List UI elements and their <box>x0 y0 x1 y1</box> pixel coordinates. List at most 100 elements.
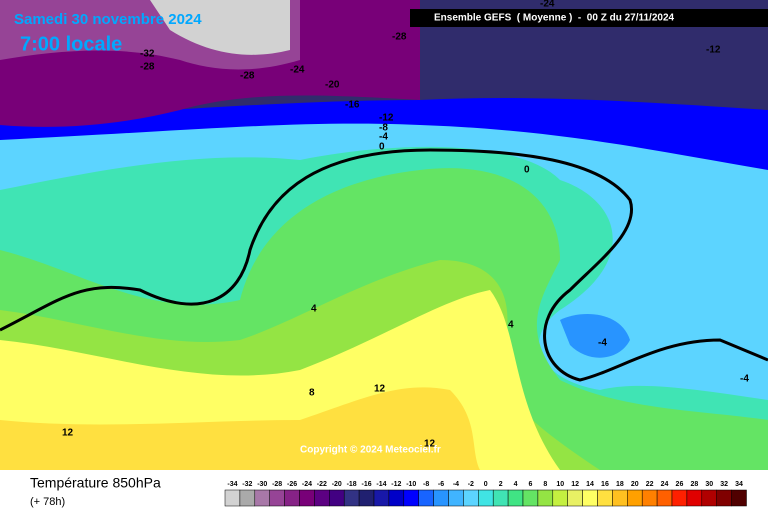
legend-swatch <box>716 489 732 507</box>
legend-swatch <box>552 489 568 507</box>
legend-swatch <box>329 489 345 507</box>
legend-label: -32 <box>242 481 252 488</box>
legend-label: 26 <box>676 481 684 488</box>
contour-label: 12 <box>374 384 386 395</box>
legend-label: 14 <box>586 481 594 488</box>
legend-label: 4 <box>514 481 518 488</box>
footer-title: Température 850hPa <box>30 475 161 491</box>
contour-label: 8 <box>309 388 315 399</box>
legend-label: -26 <box>287 481 297 488</box>
contour-label: -24 <box>540 0 555 10</box>
contour-label: -24 <box>290 65 305 76</box>
legend-label: -20 <box>332 481 342 488</box>
legend-label: 0 <box>484 481 488 488</box>
legend-swatch <box>343 489 360 507</box>
legend-swatch <box>269 489 285 507</box>
contour-label: -4 <box>379 132 388 143</box>
legend-label: 12 <box>571 481 579 488</box>
legend-label: -30 <box>257 481 267 488</box>
legend-swatch <box>433 489 449 507</box>
contour-label: -28 <box>140 62 155 73</box>
legend-label: -8 <box>423 481 429 488</box>
legend-label: 2 <box>499 481 503 488</box>
legend-swatch <box>284 489 300 507</box>
legend-swatch <box>478 489 494 507</box>
legend-label: -24 <box>302 481 312 488</box>
legend-label: -34 <box>227 481 237 488</box>
legend-swatch <box>671 489 688 507</box>
contour-label: -20 <box>325 80 340 91</box>
legend-label: -6 <box>438 481 444 488</box>
legend-swatch <box>239 489 256 507</box>
legend-label: 16 <box>601 481 609 488</box>
legend-swatch <box>656 489 673 507</box>
time-label: 7:00 locale <box>20 33 122 55</box>
copyright: Copyright © 2024 Meteociel.fr <box>300 445 441 456</box>
legend-swatch <box>448 489 464 507</box>
contour-label: 12 <box>424 439 436 450</box>
contour-label: -4 <box>598 338 607 349</box>
legend-label: -28 <box>272 481 282 488</box>
run-label: Ensemble GEFS ( Moyenne ) - 00 Z du 27/1… <box>434 13 675 24</box>
contour-label: -4 <box>740 374 749 385</box>
contour-label: 0 <box>379 142 385 153</box>
legend-swatch <box>403 489 419 507</box>
legend-swatch <box>463 489 479 507</box>
legend-swatch <box>314 489 330 507</box>
legend-label: 10 <box>556 481 564 488</box>
legend-label: -22 <box>317 481 327 488</box>
legend-swatch <box>373 489 390 507</box>
contour-label: 4 <box>508 320 514 331</box>
contour-label: -32 <box>140 49 155 60</box>
contour-label: -8 <box>379 123 388 134</box>
legend-swatch <box>731 489 747 507</box>
legend-swatch <box>627 489 643 507</box>
legend-swatch <box>418 489 434 507</box>
legend-label: 22 <box>646 481 654 488</box>
legend-swatch <box>358 489 375 507</box>
legend-swatch <box>597 489 613 507</box>
legend-swatch <box>582 489 598 507</box>
legend-label: 32 <box>720 481 728 488</box>
legend-label: -10 <box>406 481 416 488</box>
legend-label: -12 <box>391 481 401 488</box>
legend-swatch <box>522 489 539 507</box>
legend-label: 18 <box>616 481 624 488</box>
legend-swatch <box>299 489 315 507</box>
legend-swatch <box>388 489 405 507</box>
run-box <box>410 9 768 27</box>
footer-lead: (+ 78h) <box>30 496 65 508</box>
contour-label: -12 <box>706 45 721 56</box>
cold-pool <box>560 314 630 358</box>
legend-label: 30 <box>705 481 713 488</box>
orange-zone <box>0 387 480 470</box>
legend-swatch <box>701 489 717 507</box>
legend-swatch <box>686 489 703 507</box>
legend-swatch <box>254 489 270 507</box>
legend-swatch <box>641 489 658 507</box>
legend-label: 24 <box>661 481 669 488</box>
legend-label: -16 <box>361 481 371 488</box>
contour-label: 0 <box>524 165 530 176</box>
legend-swatch <box>612 489 628 507</box>
legend-swatch <box>492 489 509 507</box>
legend-label: 20 <box>631 481 639 488</box>
legend-swatch <box>507 489 524 507</box>
legend-label: -4 <box>453 481 459 488</box>
contour-label: 4 <box>311 304 317 315</box>
legend-swatch <box>224 489 241 507</box>
color-legend: -34 -32 -30 -28 -26 -24 -22 -20 -18 -16 -14 -12 -10-… <box>224 481 747 507</box>
legend-label: 34 <box>735 481 743 488</box>
zero-isotherm <box>0 148 768 382</box>
contour-label: -12 <box>379 113 394 124</box>
legend-label: 8 <box>543 481 547 488</box>
legend-swatch <box>567 489 583 507</box>
contour-label: -28 <box>392 32 407 43</box>
legend-label: 6 <box>528 481 532 488</box>
date-label: Samedi 30 novembre 2024 <box>14 11 202 28</box>
legend-label: -18 <box>347 481 357 488</box>
contour-label: 12 <box>62 428 74 439</box>
contour-label: -16 <box>345 100 360 111</box>
legend-label: -14 <box>376 481 386 488</box>
